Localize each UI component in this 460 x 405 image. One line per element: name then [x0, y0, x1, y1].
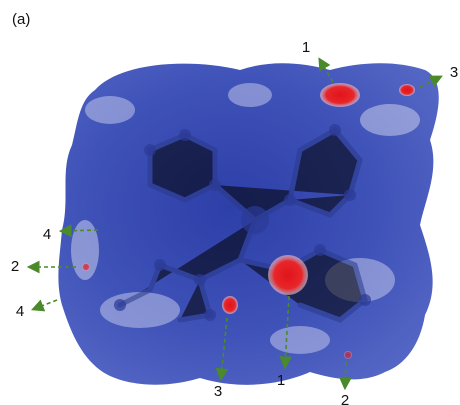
figure: (a) 1 3 4 2 4 3 1 2 — [0, 0, 460, 405]
callout-label: 2 — [11, 258, 19, 275]
callout-label: 4 — [16, 303, 24, 320]
panel-label: (a) — [12, 11, 30, 28]
callout-label: 3 — [450, 64, 458, 81]
callout-label: 3 — [214, 383, 222, 400]
callout-label: 1 — [302, 39, 310, 56]
callout-arrow — [34, 300, 57, 309]
callout-label: 4 — [43, 226, 51, 243]
callout-label: 2 — [341, 392, 349, 405]
callout-label: 1 — [277, 372, 285, 389]
